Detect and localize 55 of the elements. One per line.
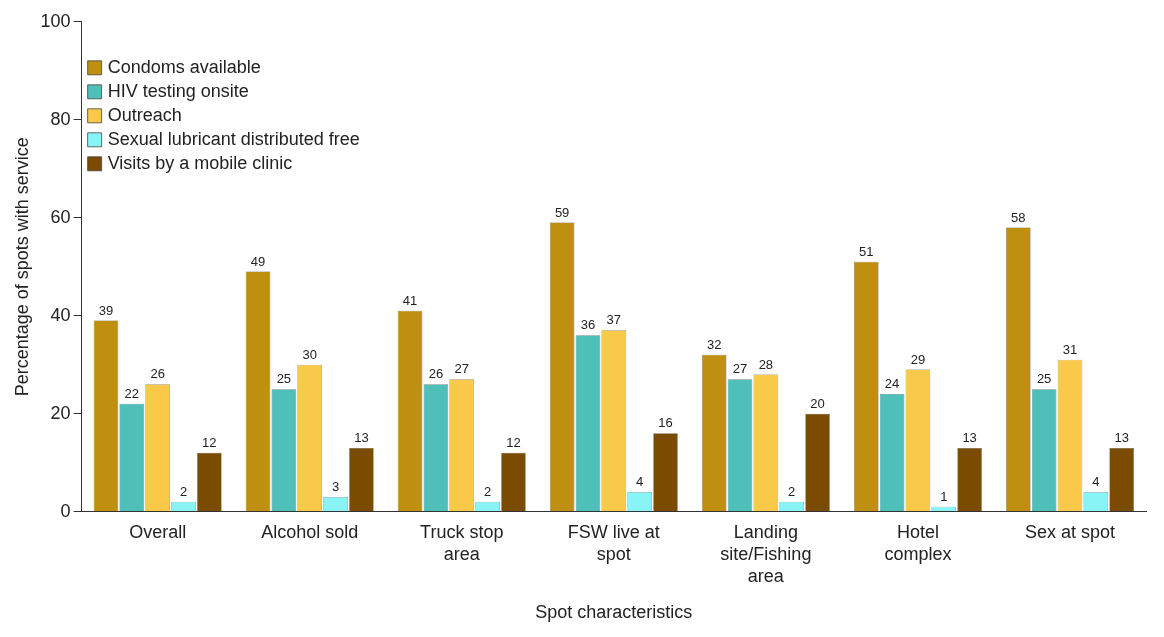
data-label: 59 bbox=[554, 204, 570, 220]
data-label: 27 bbox=[454, 361, 469, 377]
y-tick-label: 40 bbox=[50, 304, 71, 325]
data-label: 13 bbox=[1114, 430, 1129, 445]
data-label: 49 bbox=[250, 253, 266, 269]
legend-label: HIV testing onsite bbox=[107, 80, 249, 101]
y-axis-title: Percentage of spots with service bbox=[11, 137, 32, 397]
data-label: 3 bbox=[331, 478, 340, 494]
x-tick-label: Hotel complex bbox=[884, 522, 952, 564]
data-label: 32 bbox=[706, 336, 722, 352]
x-axis-title: Spot characteristics bbox=[535, 602, 693, 623]
data-label: 39 bbox=[98, 302, 114, 318]
data-label: 2 bbox=[788, 483, 796, 499]
y-tick-label: 60 bbox=[50, 206, 71, 227]
x-tick-label: FSW live at spot bbox=[567, 522, 660, 564]
data-label: 22 bbox=[124, 385, 140, 401]
data-label: 30 bbox=[302, 346, 317, 362]
x-tick-label: Sex at spot bbox=[1024, 522, 1116, 543]
data-label: 58 bbox=[1011, 209, 1026, 225]
data-label: 12 bbox=[202, 434, 217, 450]
legend-label: Sexual lubricant distributed free bbox=[107, 128, 360, 149]
data-label: 41 bbox=[402, 292, 418, 308]
data-label: 20 bbox=[810, 395, 825, 411]
data-label: 51 bbox=[858, 243, 874, 259]
data-label: 12 bbox=[506, 434, 521, 450]
data-label: 24 bbox=[884, 376, 900, 392]
y-tick-label: 0 bbox=[60, 500, 71, 521]
x-tick-label: Truck stop area bbox=[420, 522, 504, 564]
data-label: 31 bbox=[1062, 341, 1078, 357]
data-label: 16 bbox=[658, 415, 673, 431]
data-label: 27 bbox=[732, 361, 748, 377]
data-label: 1 bbox=[940, 488, 948, 504]
x-tick-label: Landing site/Fishing area bbox=[720, 522, 812, 586]
data-label: 26 bbox=[150, 366, 165, 382]
data-label: 25 bbox=[276, 371, 292, 387]
legend-label: Visits by a mobile clinic bbox=[107, 152, 293, 173]
x-tick-label: Alcohol sold bbox=[261, 522, 359, 543]
data-label: 29 bbox=[910, 351, 926, 367]
data-label: 4 bbox=[636, 474, 644, 490]
data-label: 13 bbox=[354, 430, 369, 445]
data-label: 25 bbox=[1036, 371, 1052, 387]
data-label: 28 bbox=[758, 356, 774, 372]
data-label: 2 bbox=[179, 483, 188, 499]
data-label: 36 bbox=[580, 317, 596, 333]
y-tick-label: 80 bbox=[50, 108, 71, 129]
data-label: 2 bbox=[484, 483, 492, 499]
data-label: 4 bbox=[1092, 474, 1100, 490]
data-label: 37 bbox=[606, 312, 622, 328]
data-label: 13 bbox=[962, 430, 977, 445]
y-tick-label: 100 bbox=[40, 10, 71, 31]
legend-label: Condoms available bbox=[107, 56, 261, 77]
x-tick-label: Overall bbox=[129, 522, 187, 543]
legend-label: Outreach bbox=[107, 104, 182, 125]
data-label: 26 bbox=[428, 366, 444, 382]
y-tick-label: 20 bbox=[50, 402, 71, 423]
